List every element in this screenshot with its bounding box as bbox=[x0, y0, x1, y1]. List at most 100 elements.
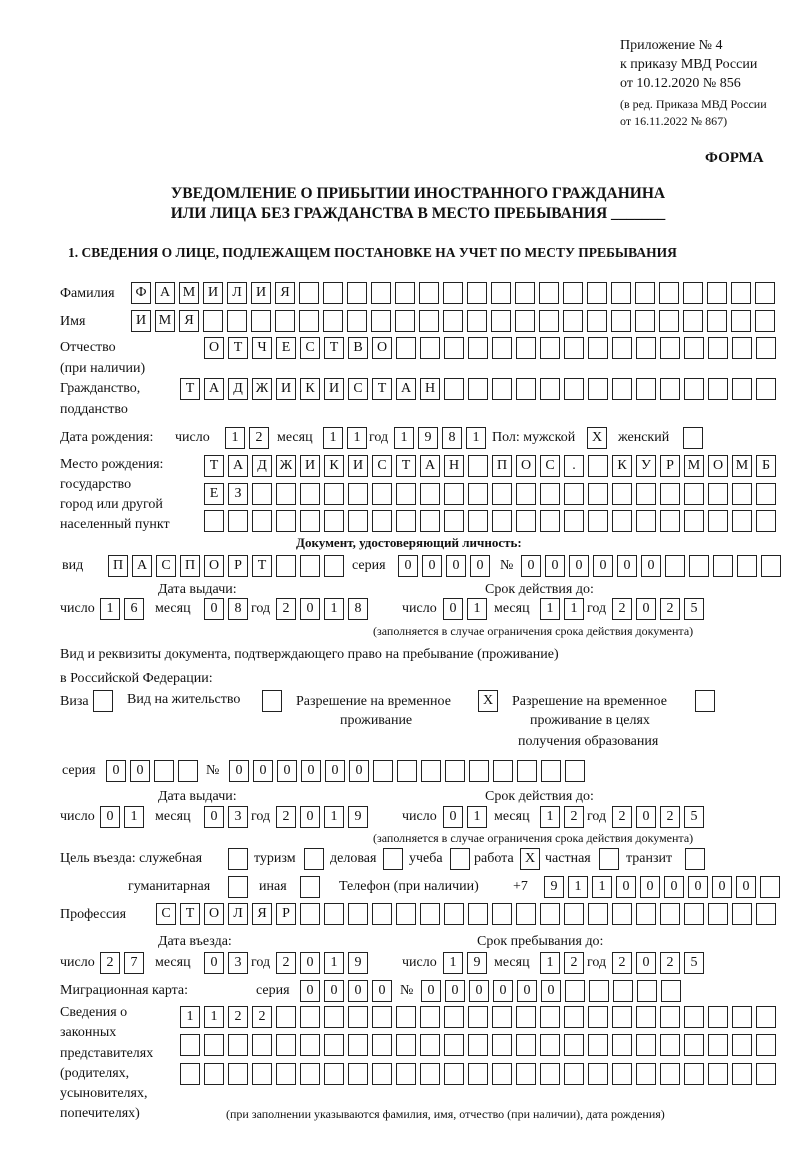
char-cell[interactable] bbox=[516, 337, 536, 359]
char-cell[interactable] bbox=[397, 760, 417, 782]
char-cell[interactable] bbox=[708, 378, 728, 400]
char-cell[interactable]: 0 bbox=[640, 876, 660, 898]
char-cell[interactable]: 2 bbox=[228, 1006, 248, 1028]
char-cell[interactable] bbox=[228, 876, 248, 898]
char-cell[interactable] bbox=[492, 510, 512, 532]
char-cell[interactable] bbox=[204, 1063, 224, 1085]
char-cell[interactable] bbox=[589, 980, 609, 1002]
char-cell[interactable]: 1 bbox=[225, 427, 245, 449]
char-cell[interactable] bbox=[684, 337, 704, 359]
char-cell[interactable] bbox=[396, 1034, 416, 1056]
char-cell[interactable]: 1 bbox=[204, 1006, 224, 1028]
char-cell[interactable] bbox=[251, 310, 271, 332]
char-cell[interactable] bbox=[565, 760, 585, 782]
char-cell[interactable]: 1 bbox=[324, 806, 344, 828]
char-cell[interactable]: 2 bbox=[249, 427, 269, 449]
char-cell[interactable]: 8 bbox=[228, 598, 248, 620]
char-cell[interactable] bbox=[683, 310, 703, 332]
char-cell[interactable]: 0 bbox=[688, 876, 708, 898]
char-cell[interactable]: П bbox=[492, 455, 512, 477]
char-cell[interactable]: С bbox=[156, 903, 176, 925]
char-cell[interactable] bbox=[324, 1063, 344, 1085]
char-cell[interactable]: Ж bbox=[276, 455, 296, 477]
char-cell[interactable]: 0 bbox=[277, 760, 297, 782]
char-cell[interactable] bbox=[324, 1006, 344, 1028]
char-cell[interactable] bbox=[516, 1034, 536, 1056]
char-cell[interactable]: 0 bbox=[204, 952, 224, 974]
char-cell[interactable] bbox=[636, 903, 656, 925]
char-cell[interactable] bbox=[636, 1034, 656, 1056]
char-cell[interactable] bbox=[564, 1006, 584, 1028]
char-cell[interactable]: 1 bbox=[564, 598, 584, 620]
char-cell[interactable]: X bbox=[587, 427, 607, 449]
char-cell[interactable] bbox=[684, 483, 704, 505]
char-cell[interactable] bbox=[587, 310, 607, 332]
char-cell[interactable] bbox=[300, 510, 320, 532]
char-cell[interactable] bbox=[324, 1034, 344, 1056]
char-cell[interactable] bbox=[469, 760, 489, 782]
char-cell[interactable]: . bbox=[564, 455, 584, 477]
char-cell[interactable]: 2 bbox=[252, 1006, 272, 1028]
char-cell[interactable]: 0 bbox=[641, 555, 661, 577]
char-cell[interactable] bbox=[612, 1006, 632, 1028]
char-cell[interactable]: 9 bbox=[348, 806, 368, 828]
char-cell[interactable] bbox=[492, 903, 512, 925]
char-cell[interactable] bbox=[563, 310, 583, 332]
char-cell[interactable]: 6 bbox=[124, 598, 144, 620]
char-cell[interactable]: 0 bbox=[300, 598, 320, 620]
char-cell[interactable] bbox=[539, 310, 559, 332]
char-cell[interactable]: 0 bbox=[541, 980, 561, 1002]
char-cell[interactable] bbox=[731, 310, 751, 332]
char-cell[interactable] bbox=[347, 282, 367, 304]
char-cell[interactable]: 0 bbox=[636, 806, 656, 828]
char-cell[interactable] bbox=[276, 555, 296, 577]
char-cell[interactable] bbox=[659, 282, 679, 304]
char-cell[interactable]: 0 bbox=[569, 555, 589, 577]
char-cell[interactable]: 0 bbox=[443, 806, 463, 828]
char-cell[interactable] bbox=[636, 510, 656, 532]
char-cell[interactable] bbox=[492, 378, 512, 400]
char-cell[interactable] bbox=[204, 1034, 224, 1056]
char-cell[interactable] bbox=[467, 282, 487, 304]
char-cell[interactable] bbox=[324, 903, 344, 925]
char-cell[interactable] bbox=[420, 903, 440, 925]
char-cell[interactable] bbox=[347, 310, 367, 332]
char-cell[interactable] bbox=[300, 903, 320, 925]
char-cell[interactable] bbox=[276, 1034, 296, 1056]
char-cell[interactable] bbox=[276, 510, 296, 532]
char-cell[interactable]: О bbox=[708, 455, 728, 477]
char-cell[interactable] bbox=[756, 510, 776, 532]
char-cell[interactable] bbox=[611, 282, 631, 304]
char-cell[interactable]: 0 bbox=[106, 760, 126, 782]
char-cell[interactable] bbox=[540, 510, 560, 532]
char-cell[interactable] bbox=[154, 760, 174, 782]
char-cell[interactable] bbox=[348, 1063, 368, 1085]
char-cell[interactable]: В bbox=[348, 337, 368, 359]
char-cell[interactable] bbox=[660, 1034, 680, 1056]
char-cell[interactable]: А bbox=[204, 378, 224, 400]
char-cell[interactable] bbox=[737, 555, 757, 577]
char-cell[interactable] bbox=[540, 1034, 560, 1056]
char-cell[interactable] bbox=[444, 510, 464, 532]
char-cell[interactable]: П bbox=[180, 555, 200, 577]
char-cell[interactable] bbox=[756, 483, 776, 505]
char-cell[interactable] bbox=[637, 980, 657, 1002]
char-cell[interactable] bbox=[492, 483, 512, 505]
char-cell[interactable] bbox=[684, 903, 704, 925]
char-cell[interactable] bbox=[468, 510, 488, 532]
char-cell[interactable] bbox=[564, 510, 584, 532]
char-cell[interactable]: И bbox=[348, 455, 368, 477]
char-cell[interactable]: 0 bbox=[300, 952, 320, 974]
char-cell[interactable] bbox=[660, 1006, 680, 1028]
char-cell[interactable] bbox=[564, 378, 584, 400]
char-cell[interactable] bbox=[540, 378, 560, 400]
char-cell[interactable] bbox=[635, 310, 655, 332]
char-cell[interactable] bbox=[756, 378, 776, 400]
char-cell[interactable] bbox=[444, 903, 464, 925]
char-cell[interactable]: 1 bbox=[100, 598, 120, 620]
char-cell[interactable] bbox=[300, 483, 320, 505]
char-cell[interactable]: 0 bbox=[521, 555, 541, 577]
char-cell[interactable] bbox=[395, 282, 415, 304]
char-cell[interactable]: С bbox=[156, 555, 176, 577]
char-cell[interactable]: С bbox=[300, 337, 320, 359]
